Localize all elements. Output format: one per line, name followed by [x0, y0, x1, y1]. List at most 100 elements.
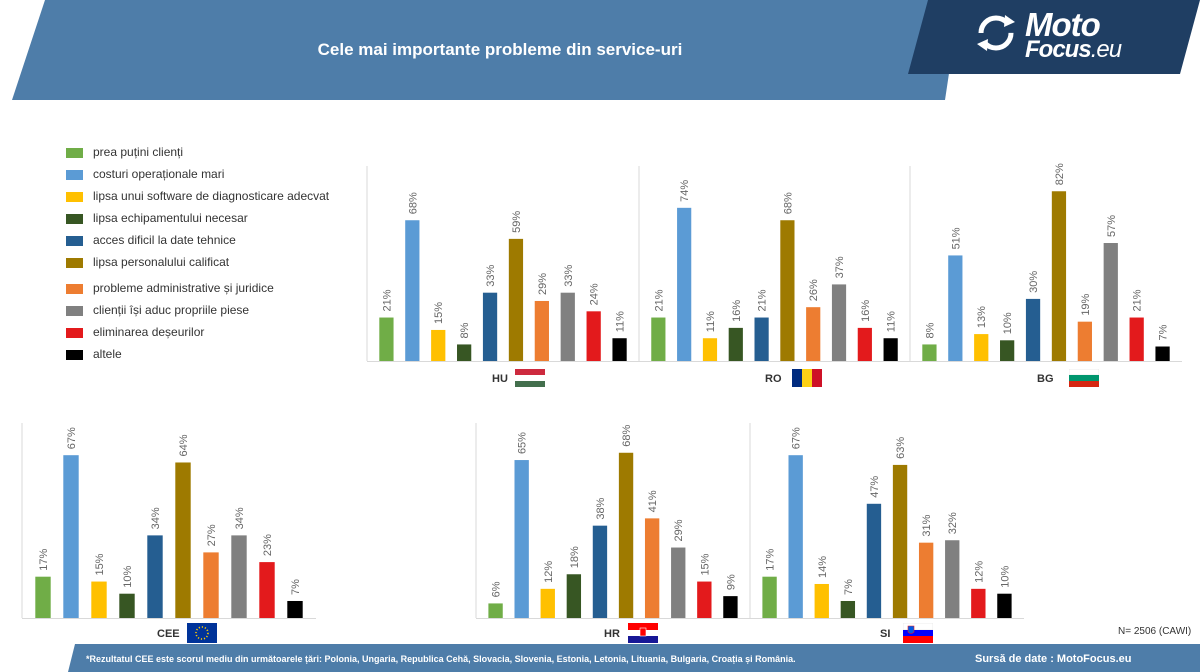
legend-label: probleme administrative și juridice: [93, 281, 274, 295]
bar: [457, 344, 472, 361]
croatia-flag-icon: [628, 623, 658, 643]
legend-label: clienții își aduc propriile piese: [93, 303, 250, 317]
legend-label: lipsa unui software de diagnosticare ade…: [93, 189, 330, 203]
bar: [287, 600, 303, 618]
bar: [1051, 191, 1067, 361]
sample-size-note: N= 2506 (CAWI): [1118, 626, 1192, 637]
bulgaria-flag-icon: [1069, 369, 1099, 387]
data-label: 67%: [66, 427, 78, 449]
data-label: 29%: [673, 519, 685, 541]
bar: [1077, 321, 1092, 361]
data-label: 21%: [381, 289, 393, 311]
data-label: 34%: [234, 507, 246, 529]
motofocus-logo: Moto Focus.eu: [975, 6, 1175, 66]
bar: [728, 327, 743, 361]
data-label: 68%: [782, 192, 794, 214]
chart-cee: 17% 67% 15% 10% 34% 64% 27% 34% 23% 7%: [21, 423, 316, 619]
bar: [618, 452, 634, 618]
data-label: 68%: [407, 192, 419, 214]
chart-hr: 6% 65% 12% 18% 38% 68% 41% 29% 15% 9%: [475, 423, 750, 619]
legend-label: altele: [93, 347, 122, 361]
bar: [35, 576, 51, 618]
legend-swatch: [66, 306, 83, 316]
data-label: 7%: [290, 579, 302, 595]
bar: [945, 540, 960, 618]
country-label-hr: HR: [604, 628, 620, 640]
logo-focus-word: Focus: [1025, 36, 1092, 63]
data-label: 33%: [485, 264, 497, 286]
data-label: 23%: [262, 534, 274, 556]
data-label: 31%: [921, 514, 933, 536]
data-label: 12%: [543, 561, 555, 583]
legend-label: lipsa echipamentului necesar: [93, 211, 248, 225]
eu-flag-icon: [187, 623, 217, 643]
bar: [534, 300, 549, 361]
legend-label: prea puțini clienți: [93, 145, 184, 159]
country-label-si: SI: [880, 628, 891, 640]
country-label-hu: HU: [492, 373, 508, 385]
bar: [560, 292, 575, 361]
bar: [63, 455, 79, 618]
data-label: 8%: [924, 322, 936, 338]
data-label: 47%: [869, 476, 881, 498]
bar: [974, 334, 989, 361]
chart-ro: 21% 74% 11% 16% 21% 68% 26% 37% 16% 11%: [638, 166, 910, 362]
data-label: 11%: [615, 311, 627, 332]
bar: [91, 581, 107, 618]
chart-bg: 8% 51% 13% 10% 30% 82% 19% 57% 21% 7%: [909, 163, 1182, 362]
bar: [788, 455, 803, 618]
legend-swatch: [66, 170, 83, 180]
bar: [806, 307, 821, 361]
bar: [971, 588, 986, 618]
bar: [1129, 317, 1144, 361]
bar: [147, 535, 163, 618]
bar: [1103, 243, 1118, 361]
bar: [723, 596, 738, 618]
data-label: 17%: [765, 548, 777, 570]
data-label: 18%: [569, 546, 581, 568]
bar: [508, 238, 524, 361]
refresh-arrows-icon: [977, 15, 1015, 51]
bar: [566, 574, 582, 618]
bar: [866, 503, 882, 618]
bar: [1025, 298, 1041, 361]
data-label: 21%: [653, 289, 665, 311]
data-label: 65%: [517, 432, 529, 454]
bar: [1155, 346, 1170, 361]
data-label: 41%: [647, 490, 659, 512]
bar: [379, 317, 394, 361]
data-label: 33%: [563, 264, 575, 286]
legend-label: lipsa personalului calificat: [93, 255, 230, 269]
country-label-ro: RO: [765, 373, 782, 385]
bar: [702, 338, 718, 361]
bar: [119, 593, 135, 618]
bar: [1000, 340, 1015, 361]
data-label: 12%: [973, 561, 985, 583]
data-label: 26%: [808, 279, 820, 301]
data-label: 59%: [511, 211, 523, 233]
data-label: 7%: [1158, 324, 1170, 340]
data-label: 9%: [725, 574, 737, 590]
bar: [840, 600, 856, 618]
chart-si: 17% 67% 14% 7% 47% 63% 31% 32% 12% 10%: [749, 423, 1024, 619]
bar: [671, 547, 686, 618]
data-label: 15%: [433, 302, 445, 324]
data-label: 19%: [1080, 293, 1092, 315]
legend-swatch: [66, 284, 83, 294]
data-label: 21%: [757, 289, 769, 311]
slovenia-flag-icon: [903, 623, 933, 643]
bar: [514, 460, 529, 618]
bar: [892, 464, 908, 618]
data-label: 68%: [621, 425, 633, 447]
bar: [922, 344, 937, 361]
hungary-flag-icon: [515, 369, 545, 387]
legend-label: eliminarea deșeurilor: [93, 325, 205, 339]
bar: [592, 525, 608, 618]
bar: [259, 562, 275, 618]
country-label-cee: CEE: [157, 628, 180, 640]
data-label: 8%: [459, 322, 471, 338]
bar: [203, 552, 219, 618]
data-label: 10%: [122, 565, 134, 587]
legend-label: acces dificil la date tehnice: [93, 233, 236, 247]
